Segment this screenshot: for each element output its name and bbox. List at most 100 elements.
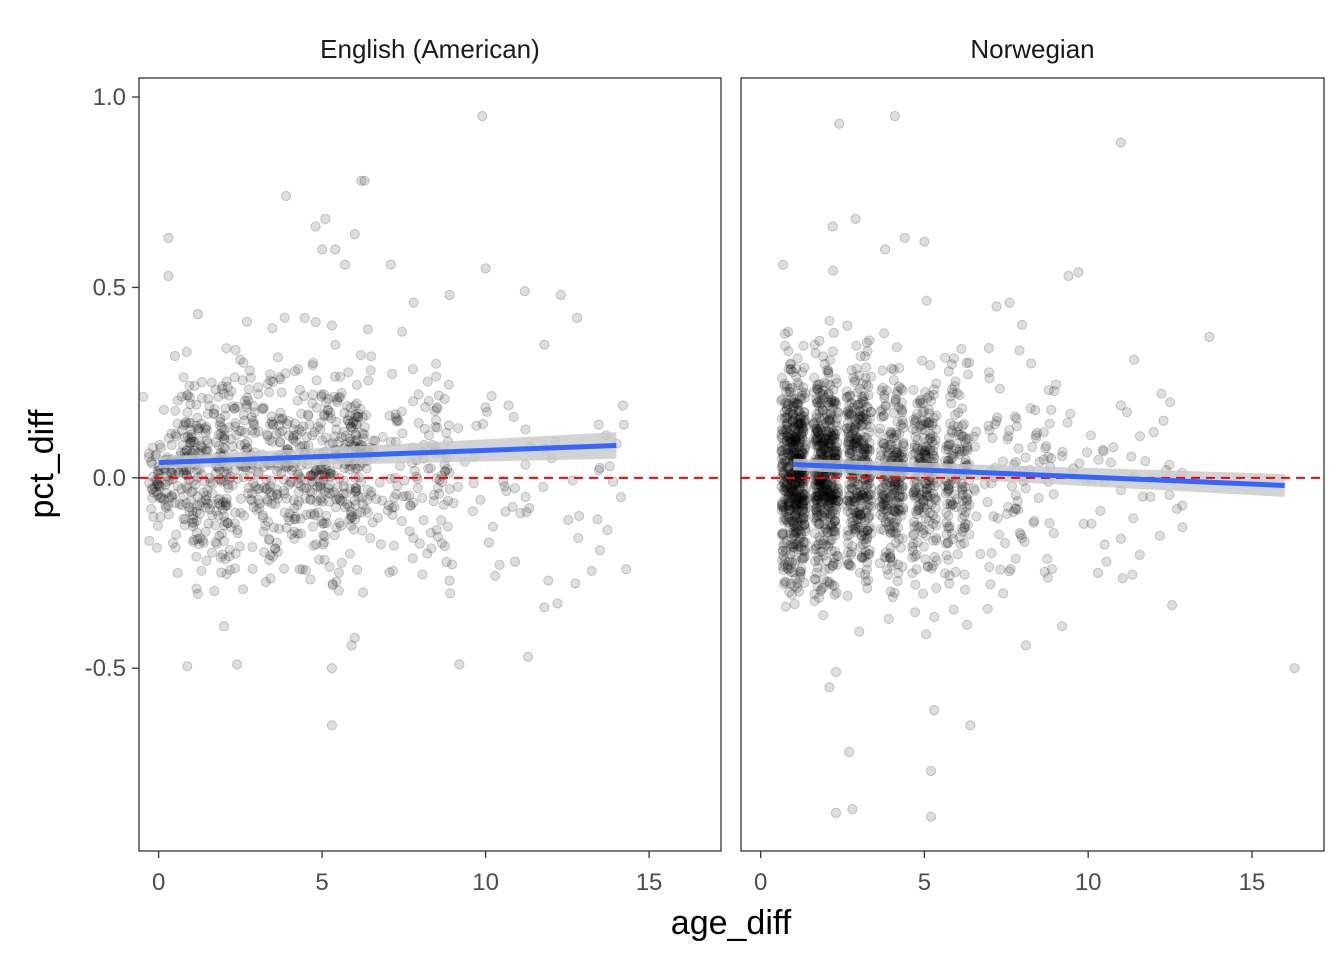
scatter-point	[234, 425, 245, 437]
scatter-point	[861, 443, 872, 454]
scatter-point	[345, 483, 356, 494]
scatter-point	[781, 397, 792, 408]
scatter-point	[855, 444, 866, 455]
scatter-point	[928, 446, 939, 457]
scatter-point	[789, 401, 800, 412]
scatter-point	[811, 383, 822, 394]
scatter-point	[487, 521, 498, 532]
scatter-point	[956, 478, 967, 489]
scatter-point	[229, 403, 240, 414]
scatter-point	[824, 414, 835, 425]
scatter-point	[819, 414, 830, 425]
scatter-point	[335, 371, 346, 382]
scatter-point	[420, 401, 431, 413]
scatter-point	[1038, 427, 1049, 438]
scatter-point	[440, 466, 451, 477]
scatter-point	[798, 489, 809, 500]
scatter-point	[163, 270, 174, 282]
scatter-point	[799, 442, 811, 453]
scatter-point	[852, 514, 863, 525]
scatter-point	[1015, 529, 1026, 541]
scatter-point	[849, 492, 860, 503]
scatter-point	[830, 666, 842, 678]
scatter-point	[946, 425, 957, 436]
scatter-point	[921, 445, 932, 456]
scatter-point	[1101, 556, 1112, 567]
scatter-point	[776, 481, 787, 492]
scatter-point	[844, 391, 855, 402]
scatter-point	[828, 553, 840, 564]
scatter-point	[945, 496, 957, 507]
scatter-point	[850, 375, 861, 386]
scatter-point	[471, 420, 482, 431]
scatter-point	[810, 543, 822, 554]
scatter-point	[217, 497, 229, 508]
scatter-point	[783, 492, 794, 503]
scatter-point	[912, 444, 923, 455]
scatter-point	[820, 540, 832, 551]
scatter-point	[253, 426, 264, 437]
scatter-point	[844, 495, 855, 506]
scatter-point	[432, 531, 444, 542]
scatter-point	[910, 506, 922, 517]
scatter-point	[877, 365, 888, 376]
scatter-point	[918, 502, 929, 513]
scatter-point	[794, 492, 805, 503]
scatter-point	[850, 213, 861, 224]
scatter-point	[956, 483, 968, 495]
scatter-point	[797, 498, 808, 509]
scatter-point	[857, 419, 869, 430]
scatter-point	[846, 409, 857, 420]
scatter-point	[822, 479, 833, 490]
scatter-point	[789, 471, 800, 482]
scatter-point	[1004, 425, 1015, 436]
scatter-point	[864, 413, 876, 424]
scatter-point	[817, 546, 828, 557]
scatter-point	[169, 489, 180, 500]
scatter-point	[281, 493, 292, 504]
scatter-point	[821, 417, 832, 428]
scatter-point	[956, 523, 967, 534]
scatter-point	[881, 506, 892, 517]
scatter-point	[928, 384, 940, 395]
scatter-point	[813, 539, 824, 550]
scatter-point	[922, 441, 933, 452]
scatter-point	[780, 444, 791, 455]
scatter-point	[219, 424, 230, 435]
scatter-point	[331, 424, 342, 435]
scatter-point	[887, 476, 899, 487]
scatter-point	[417, 492, 428, 503]
scatter-point	[796, 410, 807, 421]
scatter-point	[191, 420, 202, 431]
scatter-point	[878, 438, 889, 449]
scatter-point	[811, 567, 822, 579]
scatter-point	[793, 440, 805, 451]
scatter-point	[777, 461, 788, 472]
scatter-point	[921, 418, 932, 429]
scatter-point	[824, 535, 836, 546]
scatter-point	[782, 463, 794, 474]
scatter-point	[931, 424, 942, 435]
scatter-point	[222, 517, 233, 529]
scatter-point	[539, 339, 550, 350]
scatter-point	[858, 552, 870, 563]
scatter-point	[778, 579, 789, 590]
scatter-point	[232, 528, 243, 539]
scatter-point	[782, 444, 794, 455]
scatter-point	[195, 533, 206, 544]
scatter-point	[843, 444, 854, 455]
scatter-point	[889, 450, 900, 461]
scatter-point	[922, 561, 934, 572]
scatter-point	[890, 495, 901, 507]
scatter-point	[853, 490, 864, 501]
scatter-point	[894, 491, 905, 502]
scatter-point	[884, 477, 895, 488]
scatter-point	[831, 441, 842, 453]
scatter-point	[272, 352, 283, 363]
scatter-point	[792, 538, 803, 549]
scatter-point	[483, 537, 494, 548]
scatter-point	[795, 414, 806, 425]
scatter-point	[797, 446, 808, 457]
scatter-point	[352, 509, 363, 520]
scatter-point	[896, 481, 907, 492]
